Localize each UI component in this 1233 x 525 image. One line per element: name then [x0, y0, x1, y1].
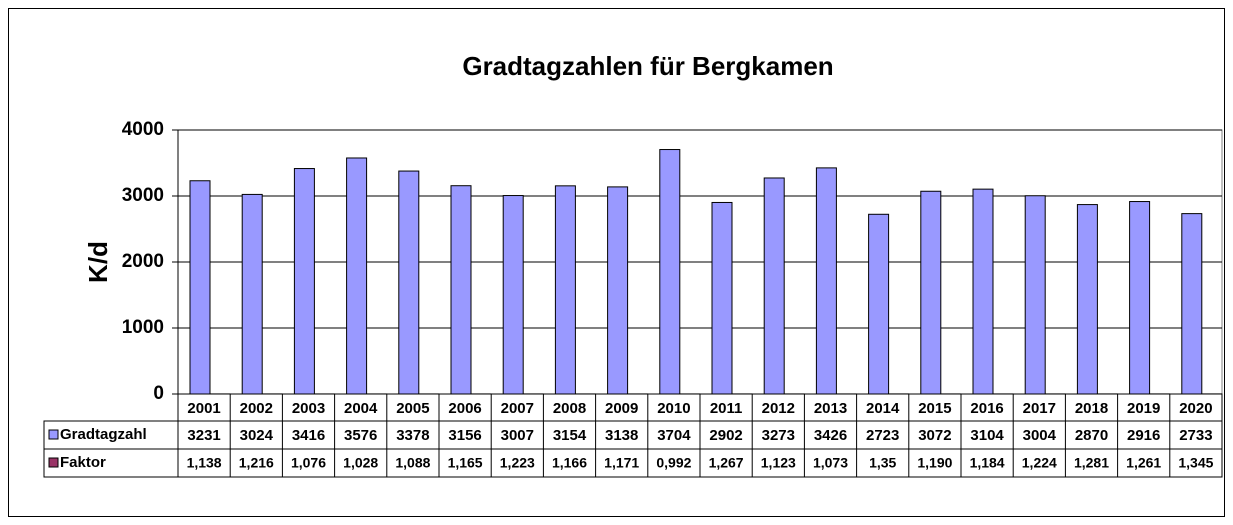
- table-value: 1,138: [187, 455, 222, 471]
- table-value: 1,190: [917, 455, 952, 471]
- y-tick-label: 2000: [122, 251, 164, 272]
- table-value: 3576: [344, 427, 377, 444]
- bar: [1129, 201, 1151, 395]
- table-value: 1,171: [604, 455, 639, 471]
- y-tick-label: 0: [153, 383, 164, 404]
- bar: [450, 185, 472, 395]
- table-value: 0,992: [656, 455, 691, 471]
- table-value: 1,345: [1178, 455, 1213, 471]
- bar: [189, 180, 211, 395]
- table-value: 1,076: [291, 455, 326, 471]
- legend-label: Faktor: [60, 454, 106, 471]
- legend-key: [48, 429, 59, 440]
- table-value: 2916: [1127, 427, 1160, 444]
- table-value: 3007: [501, 427, 534, 444]
- table-value: 3138: [605, 427, 638, 444]
- bar: [711, 201, 733, 395]
- x-tick-label: 2004: [344, 400, 378, 417]
- x-tick-label: 2016: [970, 400, 1003, 417]
- bar: [607, 186, 629, 395]
- table-value: 1,261: [1126, 455, 1161, 471]
- y-tick-label: 4000: [122, 119, 164, 140]
- x-tick-label: 2013: [814, 400, 847, 417]
- y-tick-label: 3000: [122, 185, 164, 206]
- table-value: 3273: [762, 427, 795, 444]
- table-value: 3154: [553, 427, 587, 444]
- x-tick-label: 2014: [866, 400, 900, 417]
- bar: [398, 170, 420, 395]
- table-value: 3704: [657, 427, 691, 444]
- table-value: 1,223: [500, 455, 535, 471]
- bar: [1181, 213, 1203, 395]
- table-value: 1,224: [1022, 455, 1057, 471]
- table-value: 3426: [814, 427, 847, 444]
- y-tick-label: 1000: [122, 317, 164, 338]
- x-tick-label: 2015: [918, 400, 951, 417]
- bar: [1076, 204, 1098, 395]
- bar: [659, 149, 681, 395]
- table-value: 3104: [970, 427, 1004, 444]
- bar: [972, 188, 994, 395]
- table-value: 2870: [1075, 427, 1108, 444]
- x-tick-label: 2009: [605, 400, 638, 417]
- x-tick-label: 2010: [657, 400, 690, 417]
- table-value: 1,184: [970, 455, 1005, 471]
- table-value: 1,165: [448, 455, 483, 471]
- table-value: 3024: [240, 427, 274, 444]
- table-value: 2723: [866, 427, 899, 444]
- x-tick-label: 2001: [187, 400, 220, 417]
- table-value: 1,281: [1074, 455, 1109, 471]
- x-tick-label: 2012: [762, 400, 795, 417]
- table-value: 3156: [448, 427, 481, 444]
- table-value: 1,123: [761, 455, 796, 471]
- bar: [920, 190, 942, 395]
- table-value: 1,028: [343, 455, 378, 471]
- table-value: 1,166: [552, 455, 587, 471]
- chart-title: Gradtagzahlen für Bergkamen: [462, 51, 833, 81]
- bar: [1024, 195, 1046, 395]
- x-tick-label: 2006: [448, 400, 481, 417]
- x-tick-label: 2020: [1179, 400, 1212, 417]
- bar: [763, 177, 785, 395]
- table-value: 1,267: [709, 455, 744, 471]
- table-value: 3231: [187, 427, 220, 444]
- bar: [502, 195, 524, 395]
- legend-key: [48, 457, 59, 468]
- x-tick-label: 2007: [501, 400, 534, 417]
- bar: [554, 185, 576, 395]
- bar: [815, 167, 837, 395]
- x-tick-label: 2005: [396, 400, 429, 417]
- x-tick-label: 2002: [240, 400, 273, 417]
- bar: [346, 157, 368, 395]
- bar: [241, 193, 263, 395]
- table-value: 1,35: [869, 455, 896, 471]
- table-value: 2733: [1179, 427, 1212, 444]
- bar: [293, 168, 315, 395]
- table-value: 1,073: [813, 455, 848, 471]
- x-tick-label: 2019: [1127, 400, 1160, 417]
- x-tick-label: 2011: [710, 400, 743, 417]
- table-value: 2902: [709, 427, 742, 444]
- x-tick-label: 2018: [1075, 400, 1108, 417]
- legend-label: Gradtagzahl: [60, 426, 147, 443]
- table-value: 3004: [1023, 427, 1057, 444]
- y-axis-label: K/d: [83, 241, 113, 283]
- x-tick-label: 2003: [292, 400, 325, 417]
- table-value: 3072: [918, 427, 951, 444]
- table-value: 1,088: [395, 455, 430, 471]
- table-value: 3378: [396, 427, 429, 444]
- x-tick-label: 2017: [1023, 400, 1056, 417]
- table-value: 1,216: [239, 455, 274, 471]
- x-tick-label: 2008: [553, 400, 586, 417]
- table-value: 3416: [292, 427, 325, 444]
- bar: [868, 213, 890, 395]
